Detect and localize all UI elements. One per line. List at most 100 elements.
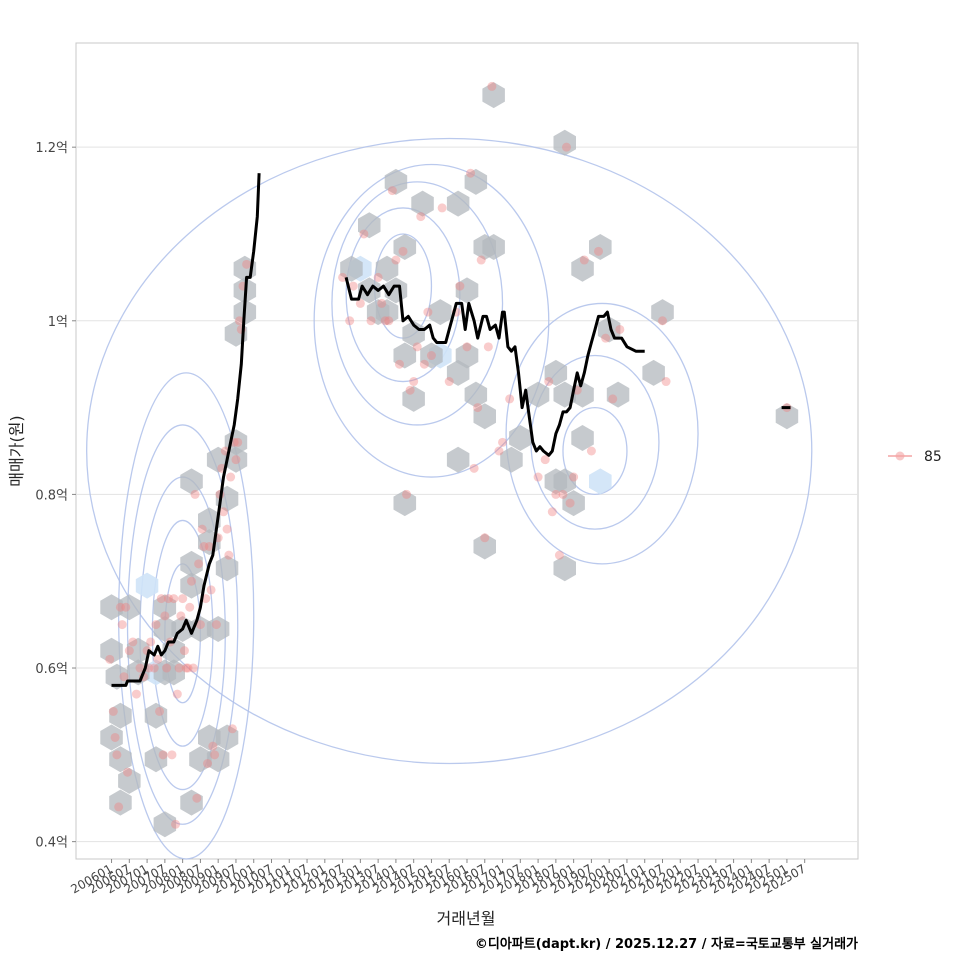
data-point — [211, 620, 221, 630]
hexbin-cell — [144, 746, 168, 773]
data-point — [487, 81, 497, 91]
data-point — [208, 741, 218, 751]
hexbin-cell — [384, 168, 408, 195]
data-point — [483, 342, 493, 352]
data-point — [348, 281, 358, 291]
hexbin-cell — [100, 594, 123, 621]
hexbin-cell — [553, 468, 576, 495]
data-point — [544, 377, 554, 387]
y-tick-label: 1억 — [48, 315, 68, 330]
data-point — [176, 611, 186, 621]
data-point — [194, 559, 204, 569]
data-point — [195, 620, 205, 630]
hexbin-cell — [526, 381, 550, 408]
hexbin-cell — [180, 789, 203, 816]
hexbin-cell — [464, 168, 488, 195]
data-point — [204, 541, 214, 551]
data-point — [185, 602, 195, 612]
data-point — [579, 255, 589, 265]
data-point — [533, 472, 543, 482]
grid-lines — [76, 146, 858, 843]
hexbin-cell — [429, 299, 452, 326]
hexbin-cell — [402, 320, 425, 347]
data-point — [174, 663, 184, 673]
data-point — [162, 663, 172, 673]
hexbin-cell — [198, 507, 221, 534]
data-point — [188, 663, 198, 673]
data-point — [608, 394, 618, 404]
hexbin-cell — [393, 234, 417, 260]
hexbin-cell — [375, 255, 399, 282]
data-point — [586, 446, 596, 456]
hexbin-cell — [198, 724, 221, 751]
density-contour — [126, 424, 239, 825]
hexbin-cell — [215, 724, 239, 751]
hexbin-cell — [464, 381, 488, 408]
hexbin-cell — [553, 129, 576, 156]
data-point — [476, 255, 486, 265]
hexbin-cell — [144, 702, 168, 729]
data-point — [473, 403, 483, 413]
data-point — [131, 689, 141, 699]
data-point — [469, 463, 479, 473]
data-point — [210, 750, 220, 760]
data-point — [345, 316, 355, 326]
data-point — [391, 255, 401, 265]
data-point — [114, 802, 124, 812]
hexbin-cell — [153, 811, 177, 838]
data-point — [405, 385, 415, 395]
data-point — [384, 316, 394, 326]
data-point — [242, 259, 252, 269]
data-point — [226, 472, 236, 482]
data-point — [167, 750, 177, 760]
hexbin-cell — [393, 490, 417, 517]
hexbin-cell — [162, 659, 185, 686]
hexbin-cell — [482, 82, 505, 109]
hexbin-cell — [340, 255, 363, 282]
hexbin-cell — [411, 190, 434, 217]
data-point — [569, 472, 579, 482]
hexbin-cell — [473, 533, 496, 560]
hexbin-cell — [606, 381, 630, 408]
data-point — [565, 498, 575, 508]
x-axis-title: 거래년월 — [437, 909, 496, 928]
y-axis-title: 매매가(원) — [7, 415, 26, 486]
data-point — [366, 316, 376, 326]
data-point — [355, 298, 365, 308]
hexbin-cell — [473, 403, 496, 430]
hexbin-cell — [642, 359, 665, 386]
data-point — [199, 541, 209, 551]
data-point — [172, 689, 182, 699]
data-point — [480, 533, 490, 543]
data-point — [135, 663, 145, 673]
data-point — [178, 594, 188, 604]
hexbin-cell — [571, 381, 594, 408]
data-point — [594, 246, 604, 256]
data-point — [338, 272, 348, 282]
data-point — [160, 611, 170, 621]
data-point — [169, 594, 179, 604]
hexbin-cell — [118, 767, 141, 794]
data-point — [197, 524, 207, 534]
data-point — [219, 507, 229, 517]
hexbin-cell — [109, 702, 132, 729]
caption: ©디아파트(dapt.kr) / 2025.12.27 / 자료=국토교통부 실… — [475, 936, 858, 952]
hexbin-cell — [393, 342, 417, 369]
data-point — [149, 663, 159, 673]
data-point — [494, 446, 504, 456]
y-axis: 0.4억 0.6억 0.8억 1억 1.2억 — [35, 141, 76, 851]
data-point — [231, 455, 241, 465]
legend: 85 — [888, 449, 942, 465]
hexbin-cell — [180, 550, 203, 577]
data-point — [444, 377, 454, 387]
data-point — [123, 767, 133, 777]
data-point — [190, 489, 200, 499]
hexbin-cell — [509, 425, 532, 451]
data-point — [227, 724, 237, 734]
density-contour — [562, 406, 628, 496]
hexbin-cell — [562, 490, 585, 517]
data-point — [181, 663, 191, 673]
hexbin-cell — [553, 555, 576, 582]
hexbin-cell — [402, 385, 425, 412]
